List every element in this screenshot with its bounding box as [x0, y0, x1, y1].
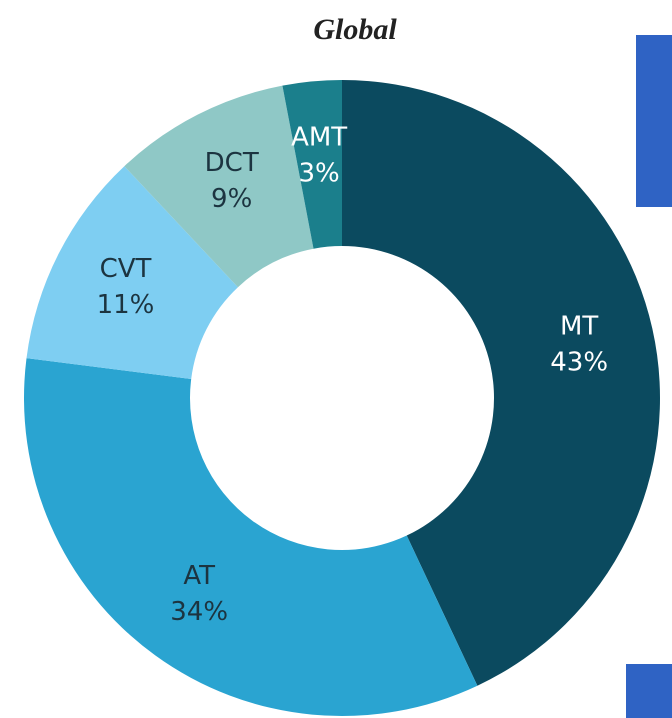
slice-category-label: MT	[560, 311, 598, 341]
labels: MT 43% AT 34% CVT 11% DCT 9% AMT 3%	[97, 123, 608, 628]
slice-value-label: 43%	[550, 347, 608, 377]
slice	[342, 80, 660, 686]
slice-value-label: 34%	[170, 597, 228, 627]
slice-value-label: 11%	[97, 290, 155, 320]
slice-value-label: 3%	[299, 159, 340, 189]
slice-category-label: AMT	[291, 123, 347, 153]
logo-box	[636, 35, 672, 207]
slice-category-label: AT	[183, 561, 215, 591]
slice-value-label: 9%	[211, 184, 252, 214]
chart-title: Global	[313, 13, 397, 46]
slice	[26, 166, 238, 379]
logo-box	[626, 664, 672, 718]
slice-category-label: CVT	[100, 254, 152, 284]
slice	[124, 85, 314, 288]
slice	[23, 358, 478, 716]
slices	[23, 80, 660, 716]
slice-category-label: DCT	[205, 148, 259, 178]
slice	[282, 80, 342, 249]
